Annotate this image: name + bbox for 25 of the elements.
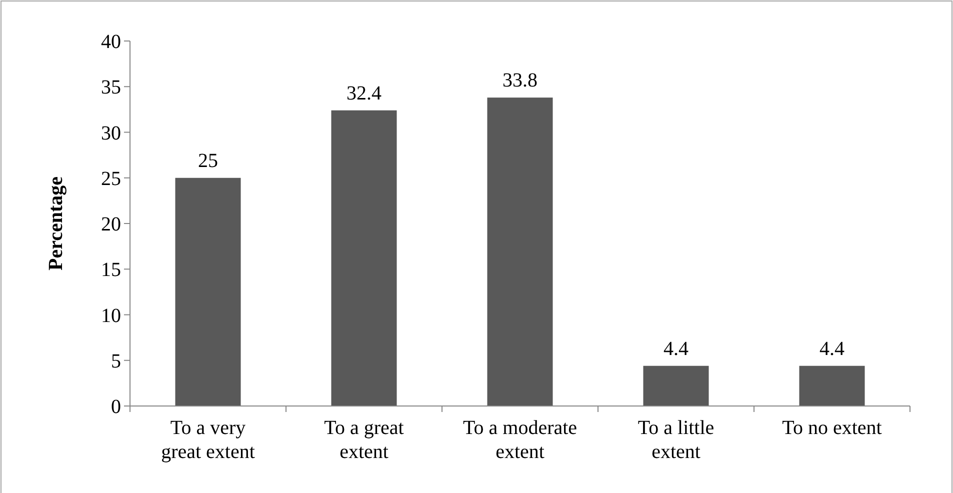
y-tick-label: 40 — [101, 31, 121, 53]
data-label: 4.4 — [664, 338, 688, 360]
x-tick-label: To a moderate extent — [462, 417, 578, 463]
data-label: 25 — [198, 150, 218, 172]
bar — [175, 178, 241, 406]
bar — [643, 366, 709, 406]
bar — [799, 366, 865, 406]
y-tick-label: 20 — [101, 214, 121, 236]
bar — [487, 98, 553, 406]
x-tick-label: To a very great extent — [161, 417, 256, 463]
y-tick-label: 10 — [101, 304, 121, 327]
y-tick-label: 15 — [101, 259, 121, 282]
y-tick-label: 5 — [111, 350, 121, 372]
data-label: 33.8 — [502, 70, 538, 92]
y-tick-label: 35 — [101, 76, 121, 99]
x-tick-label: To a great extent — [324, 417, 404, 463]
data-label: 4.4 — [820, 338, 844, 360]
x-tick-label: To no extent — [782, 417, 882, 439]
y-axis-title: Percentage — [45, 176, 67, 271]
y-tick-label: 25 — [101, 168, 121, 190]
bar — [331, 110, 397, 406]
x-tick-label: To a little extent — [638, 417, 714, 463]
data-label: 32.4 — [346, 82, 382, 104]
y-tick-label: 30 — [101, 122, 121, 144]
y-tick-label: 0 — [111, 396, 121, 418]
